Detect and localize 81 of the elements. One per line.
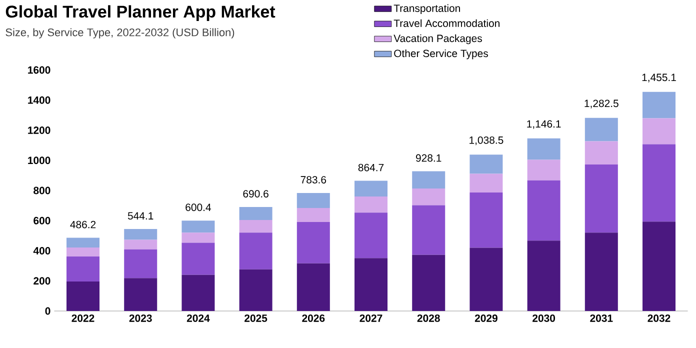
bar [124, 240, 158, 250]
bar [527, 240, 560, 311]
bar [584, 232, 618, 311]
y-tick-label: 1600 [28, 66, 50, 74]
x-tick-label: 2029 [474, 314, 498, 322]
total-label: 690.6 [243, 190, 268, 198]
x-tick-label: 2027 [360, 314, 382, 322]
bar [642, 144, 676, 222]
y-tick-label: 800 [34, 186, 50, 194]
total-label: 783.6 [300, 176, 326, 184]
total-label: 544.1 [128, 212, 154, 220]
bar [354, 180, 388, 197]
bar [527, 138, 560, 160]
bar [182, 232, 215, 243]
total-label: 600.4 [186, 204, 211, 212]
total-label: 1,038.5 [470, 136, 504, 146]
x-tick-label: 2024 [186, 314, 210, 322]
chart-title: Global Travel Planner App Market [6, 5, 276, 21]
x-tick-label: 2030 [532, 314, 556, 322]
bar [239, 269, 272, 311]
y-tick-label: 1400 [28, 96, 50, 104]
legend-label: Transportation [394, 4, 460, 14]
y-tick-label: 200 [34, 277, 50, 285]
x-tick-label: 2025 [244, 314, 268, 322]
total-label: 1,146.1 [527, 120, 561, 129]
legend-label: Travel Accommodation [394, 19, 500, 28]
x-tick-label: 2032 [648, 314, 670, 322]
bar [182, 220, 215, 233]
y-tick-label: 1000 [28, 156, 50, 164]
bar [124, 229, 158, 240]
legend-label: Other Service Types [394, 49, 488, 60]
y-tick-label: 1200 [28, 126, 50, 134]
bar [182, 274, 215, 311]
bar [584, 141, 618, 164]
bar [296, 222, 330, 264]
x-tick-label: 2023 [129, 314, 152, 322]
total-label: 928.1 [416, 154, 442, 162]
bar [66, 238, 100, 248]
bar [124, 278, 158, 311]
bar [296, 192, 330, 208]
bar [66, 247, 100, 256]
y-tick-label: 0 [45, 307, 50, 315]
bar [354, 212, 388, 258]
bar [412, 188, 446, 206]
bar [66, 256, 100, 282]
bar [239, 220, 272, 233]
bar [412, 205, 446, 255]
bar [66, 281, 100, 311]
bar [182, 242, 215, 275]
y-tick-label: 400 [33, 247, 50, 254]
bar [296, 208, 330, 222]
bar [296, 263, 330, 311]
total-label: 1,282.5 [584, 100, 618, 108]
bar [239, 206, 272, 220]
bar [470, 248, 503, 311]
bar [412, 254, 446, 311]
chart-subtitle: Size, by Service Type, 2022-2032 (USD Billion) [6, 28, 234, 38]
bar [642, 118, 676, 144]
bar [642, 92, 676, 118]
bar [527, 160, 560, 180]
total-label: 864.7 [358, 164, 384, 172]
bar [124, 249, 158, 278]
x-tick-label: 2026 [302, 314, 325, 322]
bar [470, 154, 503, 174]
bar [584, 164, 618, 233]
x-tick-label: 2031 [590, 314, 613, 322]
bar [642, 222, 676, 311]
bar [527, 180, 560, 241]
total-label: 1,455.1 [642, 74, 676, 82]
bar [584, 118, 618, 142]
bar [470, 192, 503, 248]
legend-label: Vacation Packages [394, 34, 482, 44]
bar [354, 258, 388, 311]
bar [412, 171, 446, 189]
total-label: 486.2 [70, 220, 96, 228]
bar [354, 196, 388, 213]
bar [239, 232, 272, 270]
bar [470, 174, 503, 192]
y-tick-label: 600 [34, 216, 50, 224]
x-tick-label: 2028 [417, 314, 440, 322]
x-tick-label: 2022 [72, 314, 94, 322]
